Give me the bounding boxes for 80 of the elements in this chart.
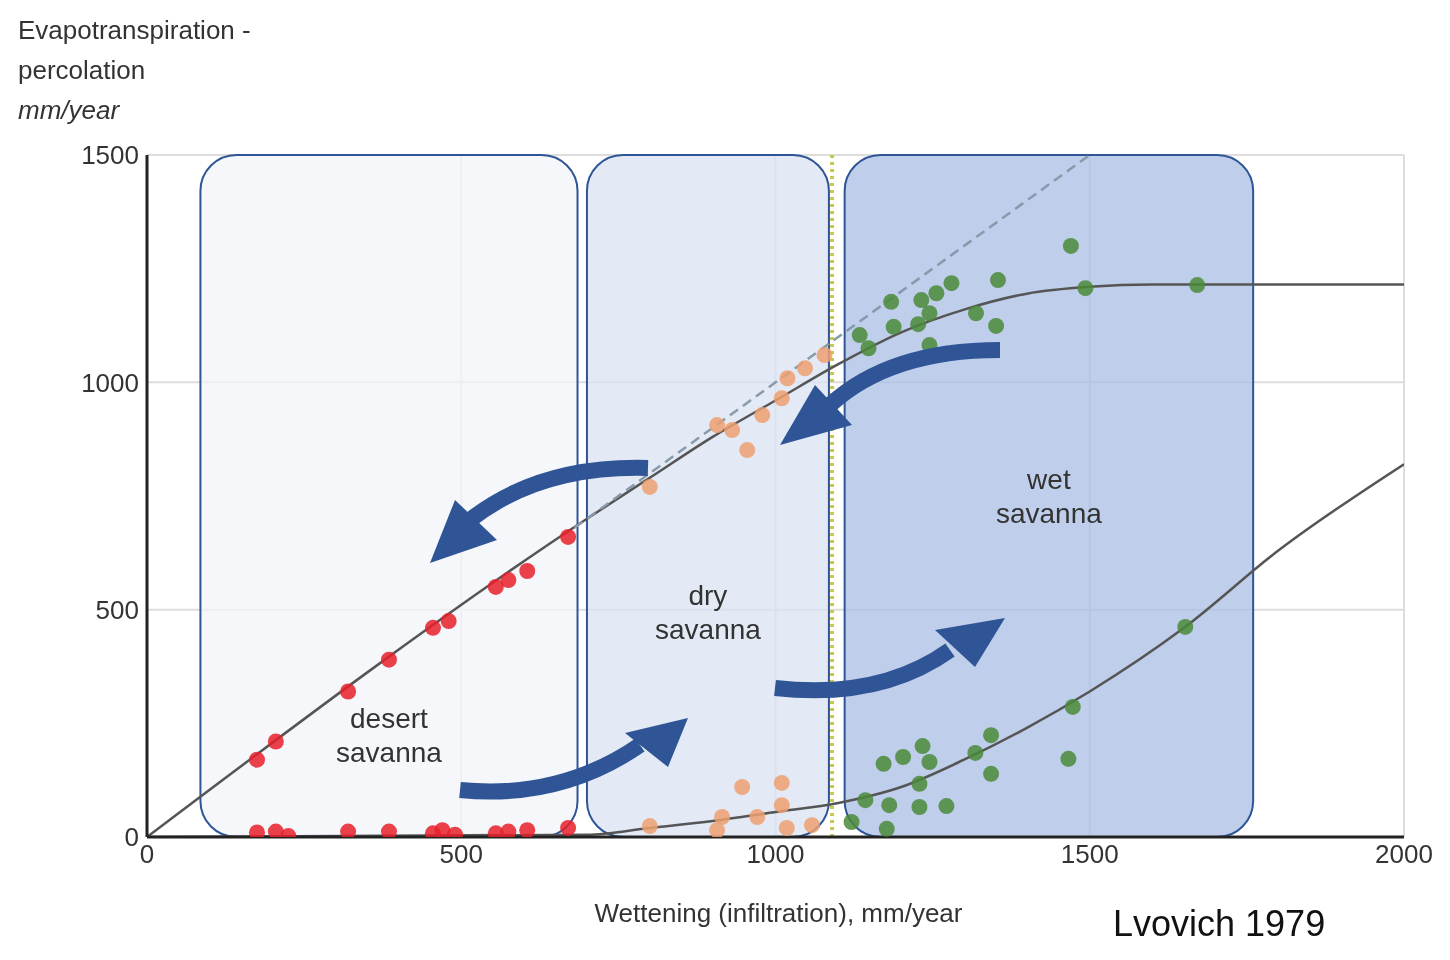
point <box>248 751 265 768</box>
point <box>883 293 900 310</box>
point <box>1189 277 1206 294</box>
point <box>1077 280 1094 297</box>
point <box>340 823 357 837</box>
point <box>816 347 833 364</box>
band-label: desert savanna <box>336 702 443 768</box>
point <box>967 305 984 322</box>
point <box>487 578 504 595</box>
point <box>878 820 895 837</box>
band-label: wet savanna <box>995 464 1103 530</box>
point <box>434 822 451 837</box>
point <box>714 809 731 825</box>
point <box>1177 618 1194 635</box>
x-tick-label: 1500 <box>1060 839 1119 870</box>
point <box>1064 698 1081 715</box>
point <box>380 823 397 837</box>
point <box>921 753 938 770</box>
point <box>803 817 820 834</box>
point <box>881 797 898 814</box>
point <box>641 478 658 495</box>
x-tick-label: 500 <box>439 839 483 870</box>
point <box>440 613 457 630</box>
point <box>773 390 790 407</box>
point <box>724 422 741 439</box>
point <box>988 317 1005 334</box>
x-axis-title: Wettening (infiltration), mm/year <box>594 898 963 928</box>
point <box>928 285 945 302</box>
point <box>500 823 517 837</box>
point <box>911 775 928 792</box>
point <box>943 275 960 292</box>
point <box>560 528 577 545</box>
point <box>910 316 927 333</box>
point <box>779 370 796 387</box>
point <box>424 619 441 636</box>
point <box>875 755 892 772</box>
point <box>267 733 284 750</box>
point <box>773 797 790 814</box>
x-tick-label: 2000 <box>1375 839 1433 870</box>
point <box>380 651 397 668</box>
point <box>709 822 726 837</box>
point <box>739 442 756 459</box>
point <box>885 318 902 335</box>
point <box>641 818 658 835</box>
y-tick-label: 1000 <box>81 367 139 398</box>
y-tick-label: 500 <box>95 594 139 625</box>
point <box>797 360 814 377</box>
x-tick-label: 1000 <box>746 839 805 870</box>
point <box>773 774 790 791</box>
y-axis-title: Evapotranspiration - percolation mm/year <box>18 14 251 127</box>
point <box>1060 750 1077 767</box>
text: Lvovich 1979 <box>1113 903 1326 945</box>
point <box>778 819 795 836</box>
point <box>989 272 1006 289</box>
point <box>895 748 912 765</box>
point <box>734 778 751 795</box>
point <box>1062 237 1079 254</box>
point <box>983 727 1000 744</box>
point <box>500 572 517 589</box>
point <box>913 292 930 309</box>
point <box>519 563 536 580</box>
band-label: dry savanna <box>655 580 762 646</box>
point <box>340 683 357 700</box>
point <box>938 798 955 815</box>
point <box>914 738 931 755</box>
point <box>983 765 1000 782</box>
point <box>519 822 536 837</box>
point <box>921 305 938 322</box>
point <box>843 814 860 830</box>
point <box>911 798 928 815</box>
point <box>851 327 868 344</box>
point <box>857 792 874 809</box>
y-tick-label: 1500 <box>81 140 139 171</box>
point <box>709 417 726 434</box>
point <box>560 819 577 836</box>
point <box>749 809 766 825</box>
point <box>267 823 284 837</box>
point <box>860 340 877 357</box>
point <box>967 744 984 761</box>
point <box>754 407 771 424</box>
